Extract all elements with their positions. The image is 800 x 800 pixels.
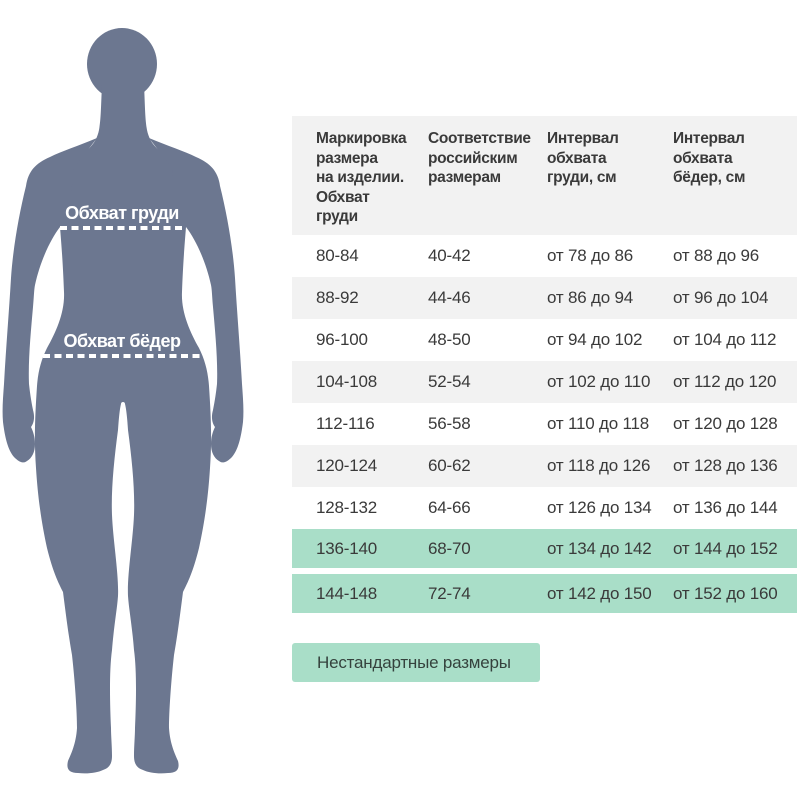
female-body-silhouette: Обхват груди Обхват бёдер [2,28,244,774]
table-row: 144-148 72-74 от 142 до 150 от 152 до 160 [292,571,797,613]
cell-chest: от 142 до 150 [547,583,652,603]
cell-marking: 136-140 [316,538,377,558]
cell-marking: 128-132 [316,498,377,517]
silhouette-left-arm [2,138,98,463]
table-row: 136-140 68-70 от 134 до 142 от 144 до 152 [292,529,797,571]
cell-marking: 80-84 [316,246,359,265]
cell-marking: 96-100 [316,330,368,349]
silhouette-head [87,28,157,100]
cell-russian: 48-50 [428,330,471,349]
silhouette-right-arm [149,138,244,463]
cell-chest: от 110 до 118 [547,414,650,433]
cell-chest: от 134 до 142 [547,538,652,558]
cell-chest: от 78 до 86 [547,246,634,265]
cell-chest: от 126 до 134 [547,498,652,517]
header-hips-interval: Интервал обхвата бёдер, см [673,130,746,186]
cell-hips: от 128 до 136 [673,456,778,475]
cell-hips: от 136 до 144 [673,498,778,517]
cell-russian: 40-42 [428,246,471,265]
table-row: 112-116 56-58 от 110 до 118 от 120 до 128 [292,403,797,445]
header-russian-sizes: Соответствие российским размерам [428,130,531,186]
cell-hips: от 88 до 96 [673,246,760,265]
nonstandard-sizes-button[interactable]: Нестандартные размеры [292,643,540,682]
size-table-body: 80-84 40-42 от 78 до 86 от 88 до 96 88-92 44-… [292,235,797,613]
header-marking: Маркировка размера на изделии. Обхват гр… [316,130,407,225]
cell-marking: 120-124 [316,456,377,475]
cell-russian: 56-58 [428,414,471,433]
cell-russian: 64-66 [428,498,471,517]
cell-russian: 72-74 [428,583,471,603]
chest-label: Обхват груди [65,203,179,223]
cell-russian: 52-54 [428,372,471,391]
measurement-figure: Обхват груди Обхват бёдер [0,0,260,800]
cell-marking: 104-108 [316,372,377,391]
cell-chest: от 102 до 110 [547,372,651,391]
silhouette-torso-legs [34,84,212,774]
cell-hips: от 144 до 152 [673,538,778,558]
table-row: 96-100 48-50 от 94 до 102 от 104 до 112 [292,319,797,361]
cell-hips: от 120 до 128 [673,414,778,433]
table-row: 88-92 44-46 от 86 до 94 от 96 до 104 [292,277,797,319]
cell-hips: от 152 до 160 [673,583,778,603]
size-table: Маркировка размера на изделии. Обхват гр… [292,116,797,613]
size-table-header: Маркировка размера на изделии. Обхват гр… [292,116,797,235]
hips-label: Обхват бёдер [64,331,181,351]
cell-russian: 44-46 [428,288,471,307]
table-row: 80-84 40-42 от 78 до 86 от 88 до 96 [292,235,797,277]
cell-marking: 88-92 [316,288,359,307]
cell-russian: 60-62 [428,456,471,475]
cell-marking: 144-148 [316,583,377,603]
cell-chest: от 118 до 126 [547,456,651,475]
cell-hips: от 96 до 104 [673,288,769,307]
header-chest-interval: Интервал обхвата груди, см [547,130,619,186]
cell-chest: от 94 до 102 [547,330,643,349]
cell-russian: 68-70 [428,538,471,558]
table-row: 104-108 52-54 от 102 до 110 от 112 до 120 [292,361,797,403]
cell-hips: от 104 до 112 [673,330,777,349]
cell-marking: 112-116 [316,414,375,433]
cell-hips: от 112 до 120 [673,372,777,391]
table-row: 128-132 64-66 от 126 до 134 от 136 до 144 [292,487,797,529]
cell-chest: от 86 до 94 [547,288,634,307]
table-row: 120-124 60-62 от 118 до 126 от 128 до 136 [292,445,797,487]
